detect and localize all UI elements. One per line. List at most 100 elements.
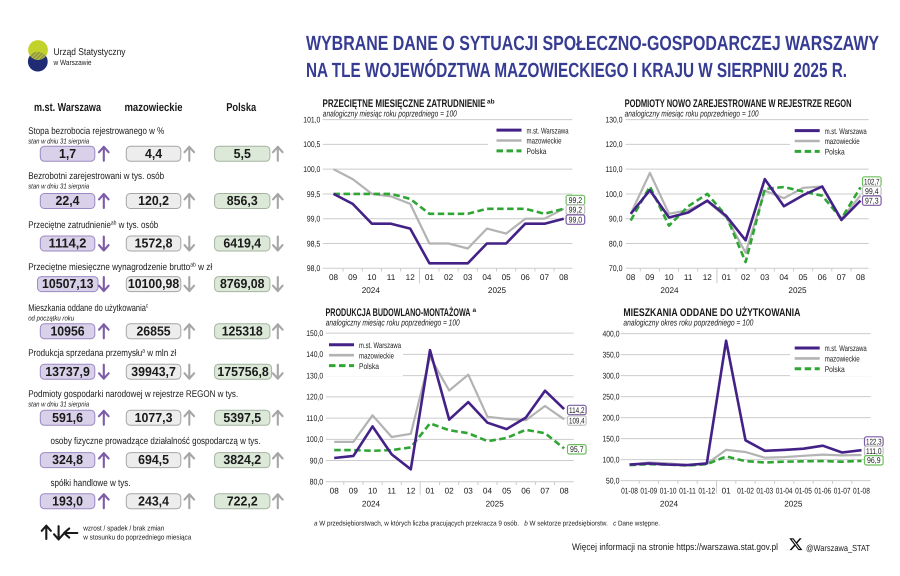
svg-text:722,2: 722,2 [227,493,258,508]
svg-text:m.st. Warszawa: m.st. Warszawa [359,341,401,350]
svg-text:@Warszawa_STAT: @Warszawa_STAT [806,543,871,553]
svg-text:07: 07 [837,273,847,282]
svg-text:05: 05 [502,273,512,282]
svg-text:analogiczny miesiąc roku poprz: analogiczny miesiąc roku poprzedniego = … [625,108,759,118]
svg-text:Przeciętne miesięczne wynagrod: Przeciętne miesięczne wynagrodzenie brut… [28,262,213,274]
svg-text:6419,4: 6419,4 [223,236,262,251]
svg-text:10507,13: 10507,13 [42,276,93,291]
svg-text:100,5: 100,5 [303,140,320,149]
svg-text:stan w dniu 31 sierpnia: stan w dniu 31 sierpnia [28,137,89,146]
svg-text:243,4: 243,4 [138,493,170,508]
svg-text:10: 10 [367,273,377,282]
svg-text:22,4: 22,4 [56,193,81,208]
svg-text:w Warszawie: w Warszawie [53,58,92,67]
svg-text:1114,2: 1114,2 [49,236,87,251]
svg-text:12: 12 [406,486,416,495]
svg-text:120,0: 120,0 [306,393,323,402]
svg-text:spółki handlowe w tys.: spółki handlowe w tys. [51,478,131,489]
svg-text:130,0: 130,0 [306,371,323,380]
svg-text:05: 05 [502,486,512,495]
svg-text:m.st. Warszawa: m.st. Warszawa [34,102,101,114]
svg-text:01: 01 [722,273,732,282]
svg-text:Produkcja sprzedana przemysłua: Produkcja sprzedana przemysłua w mln zł [28,348,177,359]
svg-text:694,5: 694,5 [138,452,169,467]
svg-text:11: 11 [387,273,396,282]
svg-text:150,0: 150,0 [603,434,620,443]
svg-text:Stopa bezrobocia rejestrowaneg: Stopa bezrobocia rejestrowanego w % [28,126,164,137]
svg-text:99,5: 99,5 [307,190,321,199]
svg-text:01-05: 01-05 [795,486,812,495]
svg-text:96,9: 96,9 [867,456,881,465]
svg-text:Więcej informacji na stronie h: Więcej informacji na stronie https://war… [572,542,778,553]
svg-text:50,0: 50,0 [606,476,620,485]
svg-text:01-06: 01-06 [814,486,831,495]
svg-text:102,7: 102,7 [864,177,880,186]
svg-text:Urząd Statystyczny: Urząd Statystyczny [54,47,126,58]
svg-text:90,0: 90,0 [310,456,324,465]
svg-text:175756,8: 175756,8 [217,364,268,379]
svg-text:m.st. Warszawa: m.st. Warszawa [825,127,867,136]
svg-text:Polska: Polska [825,365,845,374]
svg-text:11: 11 [387,486,396,495]
svg-text:PRZECIĘTNE MIESIĘCZNE ZATRUDNI: PRZECIĘTNE MIESIĘCZNE ZATRUDNIENIE [323,98,486,110]
svg-text:2024: 2024 [362,500,381,509]
svg-text:w stosunku do poprzedniego mie: w stosunku do poprzedniego miesiąca [82,532,191,541]
svg-text:2025: 2025 [788,286,807,295]
svg-text:8769,08: 8769,08 [220,276,265,291]
svg-text:01-04: 01-04 [776,486,793,495]
svg-text:111,0: 111,0 [866,447,882,456]
svg-text:mazowieckie: mazowieckie [825,137,860,146]
svg-text:Bezrobotni zarejestrowani w ty: Bezrobotni zarejestrowani w tys. osób [28,171,164,182]
svg-text:08: 08 [330,486,340,495]
svg-text:a W przedsiębiorstwach, w któr: a W przedsiębiorstwach, w których liczba… [314,520,660,528]
svg-text:analogiczny miesiąc roku poprz: analogiczny miesiąc roku poprzedniego = … [323,108,457,118]
svg-text:100,0: 100,0 [303,165,320,174]
svg-text:02: 02 [741,273,751,282]
svg-text:01-11: 01-11 [679,486,696,495]
svg-text:Polska: Polska [359,362,379,371]
svg-text:101,0: 101,0 [303,115,320,124]
svg-text:2024: 2024 [660,500,679,509]
svg-text:70,0: 70,0 [609,264,623,273]
svg-text:80,0: 80,0 [609,239,623,248]
svg-text:01-10: 01-10 [660,486,677,495]
svg-text:07: 07 [540,486,550,495]
svg-text:mazowieckie: mazowieckie [825,355,860,364]
svg-text:Polska: Polska [226,102,256,114]
svg-text:110,0: 110,0 [306,414,323,423]
svg-text:08: 08 [329,273,339,282]
svg-text:01-08: 01-08 [621,486,638,495]
svg-text:109,4: 109,4 [569,417,585,426]
svg-text:99,4: 99,4 [865,187,879,196]
svg-text:08: 08 [559,273,569,282]
svg-text:04: 04 [482,273,492,282]
svg-text:01: 01 [722,486,732,495]
svg-text:MIESZKANIA ODDANE DO UŻYTKOWAN: MIESZKANIA ODDANE DO UŻYTKOWANIA [623,306,800,319]
svg-text:591,6: 591,6 [52,410,83,425]
svg-text:m.st. Warszawa: m.st. Warszawa [527,126,569,135]
svg-text:100,0: 100,0 [606,190,623,199]
svg-text:100,0: 100,0 [306,435,323,444]
svg-text:01-03: 01-03 [756,486,773,495]
svg-text:200,0: 200,0 [603,413,620,422]
svg-text:m.st. Warszawa: m.st. Warszawa [825,344,867,353]
svg-text:Przeciętne zatrudnienieab w t: Przeciętne zatrudnienieab w tys. osób [28,220,158,232]
svg-text:04: 04 [483,486,493,495]
svg-text:2024: 2024 [660,286,679,295]
svg-text:400,0: 400,0 [603,329,620,338]
svg-text:11: 11 [684,273,693,282]
svg-text:analogiczny okres roku poprzed: analogiczny okres roku poprzedniego = 10… [623,317,753,327]
svg-text:1077,3: 1077,3 [135,410,173,425]
svg-text:09: 09 [645,273,655,282]
svg-text:95,7: 95,7 [570,445,584,454]
svg-text:98,0: 98,0 [307,264,321,273]
svg-text:08: 08 [856,273,866,282]
svg-text:26855: 26855 [136,323,170,338]
svg-text:01-07: 01-07 [834,486,851,495]
svg-text:Polska: Polska [825,148,845,157]
svg-text:97,3: 97,3 [865,197,879,206]
svg-text:99,0: 99,0 [569,216,583,225]
svg-text:stan w dniu 31 sierpnia: stan w dniu 31 sierpnia [28,181,89,190]
svg-text:01-02: 01-02 [737,486,754,495]
svg-text:120,0: 120,0 [606,140,623,149]
